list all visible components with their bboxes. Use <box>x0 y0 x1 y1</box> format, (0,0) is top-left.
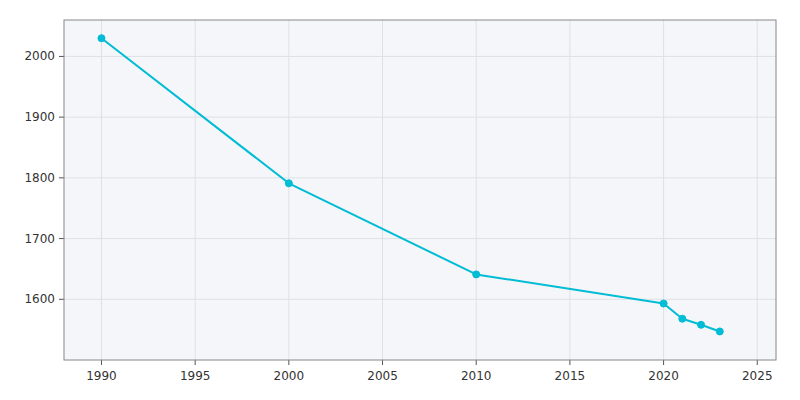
point <box>698 321 705 328</box>
plot-background <box>64 20 776 360</box>
x-grid-line <box>195 20 196 360</box>
point <box>285 180 292 187</box>
x-tick <box>382 360 383 365</box>
y-tick-label: 1800 <box>24 171 55 185</box>
y-tick <box>59 117 64 118</box>
x-tick-label: 2020 <box>648 369 679 383</box>
x-grid-line <box>757 20 758 360</box>
point <box>679 315 686 322</box>
x-grid-line <box>663 20 664 360</box>
point <box>716 328 723 335</box>
y-grid-line <box>64 177 776 178</box>
y-tick-label: 2000 <box>24 49 55 63</box>
axes: 1990 1995 2000 2005 2010 2015 2020 2025 1600 1700… <box>24 49 772 383</box>
x-tick <box>663 360 664 365</box>
x-tick <box>195 360 196 365</box>
y-tick <box>59 177 64 178</box>
x-tick-label: 2000 <box>274 369 305 383</box>
series <box>98 35 723 335</box>
plot-frame <box>64 20 776 360</box>
y-grid-line <box>64 117 776 118</box>
x-tick-label: 2010 <box>461 369 492 383</box>
point <box>660 300 667 307</box>
y-grid-line <box>64 238 776 239</box>
x-grid-line <box>101 20 102 360</box>
y-tick <box>59 56 64 57</box>
point <box>473 271 480 278</box>
x-tick <box>757 360 758 365</box>
x-grid-line <box>288 20 289 360</box>
x-tick-label: 1995 <box>180 369 211 383</box>
x-tick <box>476 360 477 365</box>
x-tick-label: 2025 <box>742 369 773 383</box>
y-tick-label: 1700 <box>24 232 55 246</box>
point <box>98 35 105 42</box>
x-grid-line <box>382 20 383 360</box>
y-tick-label: 1600 <box>24 292 55 306</box>
y-tick <box>59 238 64 239</box>
y-grid-line <box>64 299 776 300</box>
y-tick <box>59 299 64 300</box>
x-tick-label: 2005 <box>367 369 398 383</box>
x-tick <box>101 360 102 365</box>
chart: 1990 1995 2000 2005 2010 2015 2020 2025 1600 1700… <box>0 0 800 400</box>
x-grid-line <box>569 20 570 360</box>
line <box>101 38 719 331</box>
x-grid-line <box>476 20 477 360</box>
x-tick-label: 2015 <box>555 369 586 383</box>
y-tick-label: 1900 <box>24 110 55 124</box>
grid <box>64 20 776 360</box>
x-tick <box>288 360 289 365</box>
y-grid-line <box>64 56 776 57</box>
x-tick <box>569 360 570 365</box>
chart-container: 1990 1995 2000 2005 2010 2015 2020 2025 1600 1700… <box>0 0 800 400</box>
x-tick-label: 1990 <box>86 369 117 383</box>
